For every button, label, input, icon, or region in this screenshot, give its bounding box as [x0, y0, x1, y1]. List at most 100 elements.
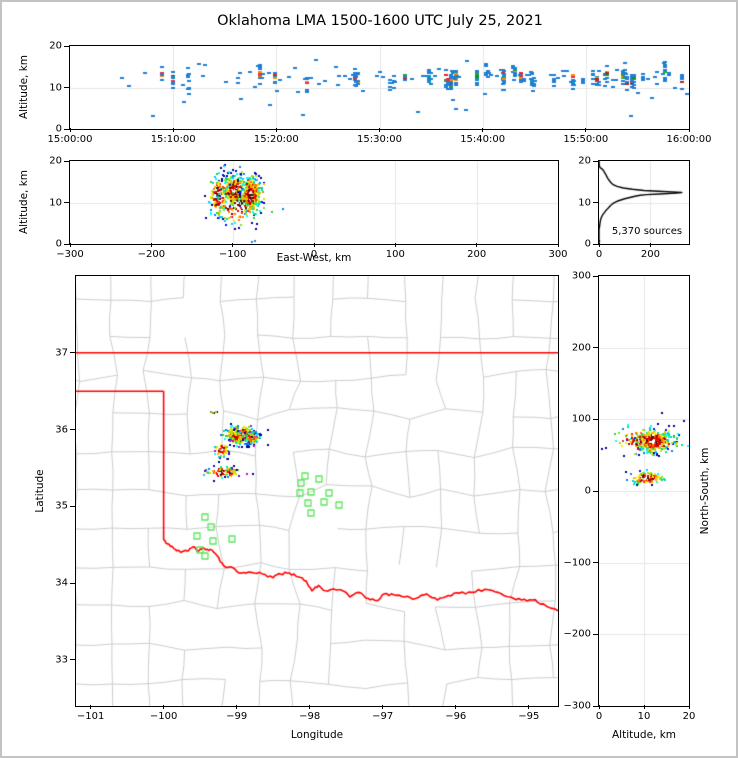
x-tick-label: 0	[595, 711, 603, 722]
y-tick-label: −200	[563, 628, 591, 640]
x-tick-label: 15:30:00	[357, 134, 402, 145]
y-tick-label: 20	[578, 155, 591, 167]
x-tick-mark	[643, 705, 645, 709]
sources-count-annotation: 5,370 sources	[611, 226, 683, 237]
y-tick-label: 37	[55, 347, 68, 359]
x-tick-mark	[69, 128, 71, 132]
north-south-height-canvas	[599, 276, 689, 706]
x-tick-mark	[528, 705, 530, 709]
x-tick-label: −96	[445, 711, 467, 722]
y-tick-label: 200	[571, 342, 591, 354]
x-tick-label: 15:10:00	[150, 134, 196, 145]
y-tick-mark	[593, 705, 598, 707]
x-tick-label: 15:00:00	[47, 134, 93, 145]
y-tick-label: 35	[55, 500, 68, 512]
x-tick-label: 200	[467, 249, 487, 260]
y-tick-label: 100	[571, 413, 591, 425]
x-tick-label: 100	[385, 249, 405, 260]
y-tick-mark	[70, 659, 75, 661]
y-tick-label: 10	[578, 197, 591, 208]
panel-east-west-height	[69, 160, 559, 245]
altitude-histogram-canvas	[599, 161, 689, 244]
x-tick-label: 20	[682, 711, 696, 722]
x-tick-label: 10	[637, 711, 651, 722]
y-tick-mark	[70, 582, 75, 584]
x-tick-mark	[275, 128, 277, 132]
y-tick-label: 0	[55, 238, 62, 250]
panel-altitude-histogram	[598, 160, 690, 245]
x-tick-label: −101	[76, 711, 105, 722]
y-tick-mark	[70, 505, 75, 507]
y-tick-mark	[64, 87, 69, 88]
y-tick-mark	[593, 243, 598, 245]
y-tick-label: 0	[584, 485, 591, 497]
x-tick-mark	[163, 705, 165, 709]
x-tick-label: −97	[372, 711, 394, 722]
y-tick-label: 0	[55, 123, 62, 135]
y-tick-mark	[593, 202, 598, 203]
y-tick-label: 33	[55, 654, 68, 666]
x-tick-mark	[232, 243, 234, 247]
ylabel-east-west-panel: Altitude, km	[18, 169, 30, 235]
x-tick-mark	[455, 705, 457, 709]
x-tick-label: 15:20:00	[253, 134, 299, 145]
x-tick-mark	[482, 128, 484, 132]
x-tick-mark	[150, 243, 152, 247]
x-tick-mark	[476, 243, 478, 247]
x-tick-label: 300	[548, 249, 568, 260]
x-tick-mark	[382, 705, 384, 709]
x-tick-mark	[649, 243, 651, 247]
xlabel-altitude: Altitude, km	[611, 729, 677, 741]
y-tick-mark	[593, 562, 598, 564]
y-tick-mark	[64, 243, 69, 245]
map-canvas	[76, 276, 558, 706]
x-tick-mark	[90, 705, 92, 709]
y-tick-mark	[64, 128, 69, 130]
x-tick-mark	[309, 705, 311, 709]
y-tick-mark	[64, 202, 69, 203]
x-tick-label: −98	[299, 711, 321, 722]
chart-title: Oklahoma LMA 1500-1600 UTC July 25, 2021	[217, 13, 543, 29]
y-tick-label: 0	[584, 238, 591, 250]
x-tick-mark	[172, 128, 174, 132]
y-tick-label: 36	[55, 424, 68, 436]
x-tick-label: 0	[595, 249, 603, 260]
x-tick-mark	[313, 243, 315, 247]
x-tick-label: 200	[640, 249, 660, 260]
x-tick-label: 16:00:00	[666, 134, 712, 145]
y-tick-mark	[593, 275, 598, 277]
xlabel-east-west: East-West, km	[276, 252, 352, 264]
xlabel-longitude: Longitude	[290, 729, 344, 741]
x-tick-label: −300	[56, 249, 84, 260]
x-tick-mark	[236, 705, 238, 709]
time-height-canvas	[70, 46, 689, 129]
ylabel-time-height: Altitude, km	[18, 54, 30, 120]
y-tick-mark	[70, 429, 75, 431]
x-tick-mark	[394, 243, 396, 247]
panel-map	[75, 275, 559, 707]
y-tick-mark	[593, 347, 598, 349]
x-tick-mark	[379, 128, 380, 132]
x-tick-label: −95	[518, 711, 540, 722]
x-tick-mark	[688, 705, 690, 709]
x-tick-mark	[557, 243, 559, 247]
x-tick-label: −100	[218, 249, 247, 260]
y-tick-label: 10	[49, 82, 62, 93]
x-tick-mark	[598, 705, 600, 709]
x-tick-label: −99	[226, 711, 248, 722]
y-tick-label: −100	[563, 557, 591, 569]
y-tick-mark	[593, 490, 598, 492]
y-tick-label: 20	[49, 155, 62, 167]
y-tick-mark	[64, 160, 69, 162]
x-tick-label: −200	[137, 249, 166, 260]
x-tick-mark	[688, 128, 690, 132]
y-tick-mark	[593, 418, 598, 420]
y-tick-label: 300	[571, 270, 591, 282]
y-tick-mark	[593, 160, 598, 162]
x-tick-label: 15:40:00	[460, 134, 506, 145]
x-tick-mark	[585, 128, 587, 132]
y-tick-label: −300	[563, 700, 591, 712]
ylabel-latitude: Latitude	[34, 469, 46, 513]
y-tick-label: 10	[49, 197, 62, 208]
y-tick-mark	[593, 633, 598, 635]
